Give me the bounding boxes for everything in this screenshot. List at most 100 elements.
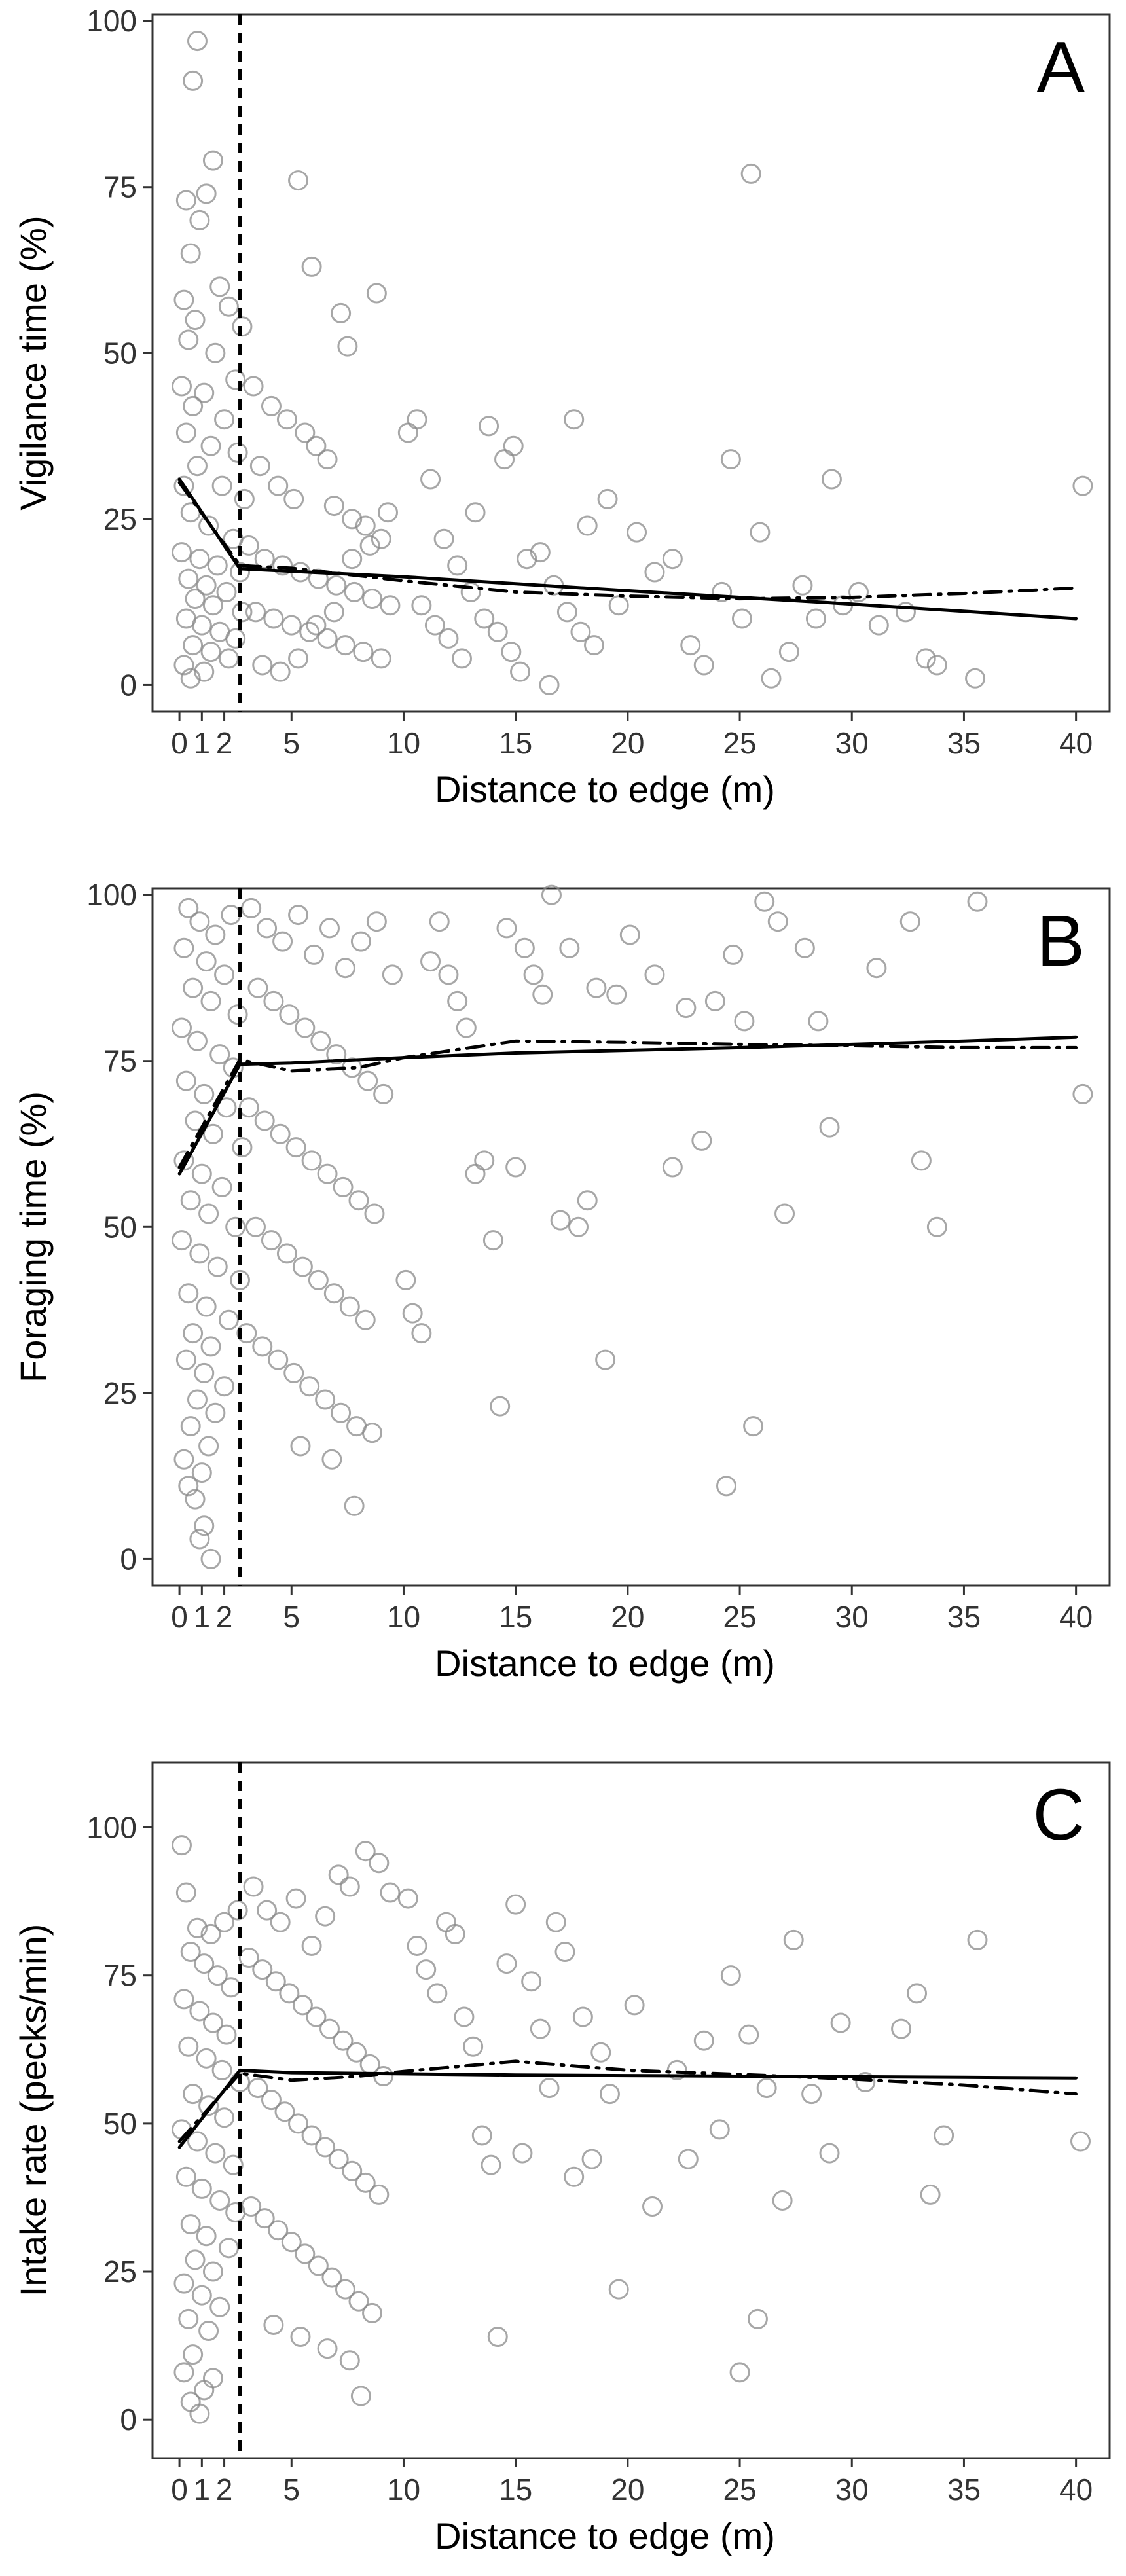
data-point-30 (196, 2226, 217, 2247)
data-point-118 (642, 2196, 663, 2217)
data-point-84 (355, 1309, 376, 1330)
x-tick-label: 0 (171, 1600, 188, 1634)
data-point-128 (731, 608, 752, 629)
data-point-29 (230, 1269, 251, 1290)
y-axis-title: Intake rate (pecks/min) (12, 1924, 54, 2297)
data-point-36 (185, 589, 206, 609)
data-point-7 (209, 276, 230, 297)
data-point-80 (317, 628, 338, 649)
x-tick-label: 40 (1059, 2473, 1093, 2507)
data-point-139 (899, 911, 920, 932)
data-point-17 (183, 395, 204, 416)
data-point-76 (364, 1203, 385, 1224)
data-point-91 (331, 1402, 352, 1423)
data-point-139 (895, 602, 916, 623)
data-point-20 (200, 435, 221, 456)
data-point-11 (232, 316, 253, 337)
data-point-120 (678, 2149, 699, 2169)
data-point-88 (283, 1362, 304, 1383)
data-point-5 (227, 1900, 248, 1921)
plot-panel-border (151, 887, 1111, 1587)
data-point-15 (172, 376, 192, 397)
data-point-97 (445, 1923, 465, 1944)
data-point-53 (304, 944, 325, 965)
x-tick-label: 10 (387, 2473, 420, 2507)
fit-line-dash-dot (177, 2059, 1078, 2143)
data-point-54 (369, 1853, 390, 1874)
plot-panel-border (151, 1761, 1111, 2459)
data-point-85 (270, 661, 291, 682)
data-point-72 (301, 1150, 322, 1171)
data-point-94 (416, 1959, 437, 1980)
data-point-125 (738, 2024, 759, 2045)
data-point-39 (183, 2344, 204, 2365)
data-point-12 (202, 2012, 223, 2033)
data-point-23 (180, 1190, 201, 1211)
data-point-40 (191, 615, 212, 636)
data-point-135 (794, 937, 815, 958)
data-point-91 (350, 2386, 371, 2406)
data-point-53 (355, 1841, 376, 1862)
y-tick-label: 0 (120, 2403, 137, 2437)
x-tick-label: 1 (194, 726, 211, 760)
data-point-134 (805, 608, 826, 629)
x-tick-label: 1 (194, 2473, 211, 2507)
data-point-109 (517, 549, 537, 570)
data-point-97 (460, 581, 481, 602)
data-point-84 (252, 655, 273, 676)
data-point-38 (232, 602, 253, 623)
data-point-6 (180, 243, 201, 264)
data-point-69 (274, 2101, 295, 2122)
data-point-108 (539, 2078, 560, 2099)
y-tick-label: 50 (103, 336, 137, 370)
data-point-44 (178, 1476, 199, 1497)
data-point-120 (595, 1349, 616, 1370)
data-point-90 (315, 1389, 336, 1410)
x-tick-label: 35 (947, 2473, 981, 2507)
data-point-56 (238, 1948, 259, 1968)
data-point-38 (187, 1389, 208, 1410)
data-point-112 (572, 2006, 593, 2027)
data-point-56 (366, 283, 387, 304)
data-point-27 (189, 1243, 210, 1264)
data-point-127 (756, 2078, 777, 2099)
data-point-129 (740, 163, 761, 184)
data-point-110 (505, 1157, 526, 1178)
data-point-14 (175, 1070, 196, 1091)
x-tick-label: 40 (1059, 726, 1093, 760)
data-point-25 (234, 488, 255, 509)
y-tick-label: 0 (120, 1542, 137, 1576)
data-point-79 (299, 621, 320, 642)
y-tick-label: 50 (103, 2107, 137, 2141)
data-point-9 (185, 310, 206, 331)
data-point-73 (328, 2149, 349, 2169)
data-point-8 (173, 289, 194, 310)
data-point-112 (556, 602, 577, 623)
data-point-37 (214, 1376, 235, 1397)
data-point-139 (1070, 2131, 1091, 2152)
data-point-114 (541, 884, 562, 905)
data-point-95 (427, 1983, 448, 2004)
data-point-87 (268, 1349, 289, 1370)
data-point-16 (194, 382, 215, 403)
data-point-135 (907, 1983, 928, 2004)
data-point-53 (301, 256, 322, 277)
x-tick-label: 30 (835, 2473, 869, 2507)
data-point-36 (194, 1362, 215, 1383)
data-point-59 (247, 977, 268, 998)
data-point-74 (362, 589, 383, 609)
data-point-1 (189, 911, 210, 932)
x-tick-label: 35 (947, 726, 981, 760)
data-point-46 (257, 1900, 278, 1921)
data-point-140 (911, 1150, 932, 1171)
data-point-12 (209, 1044, 230, 1065)
data-point-20 (214, 2107, 235, 2128)
data-point-35 (175, 1349, 196, 1370)
data-point-11 (187, 1030, 208, 1051)
data-point-19 (175, 422, 196, 443)
fit-line-dash-dot (177, 481, 1078, 601)
y-tick-label: 25 (103, 502, 137, 536)
data-point-108 (503, 435, 524, 456)
data-point-32 (218, 1309, 239, 1330)
